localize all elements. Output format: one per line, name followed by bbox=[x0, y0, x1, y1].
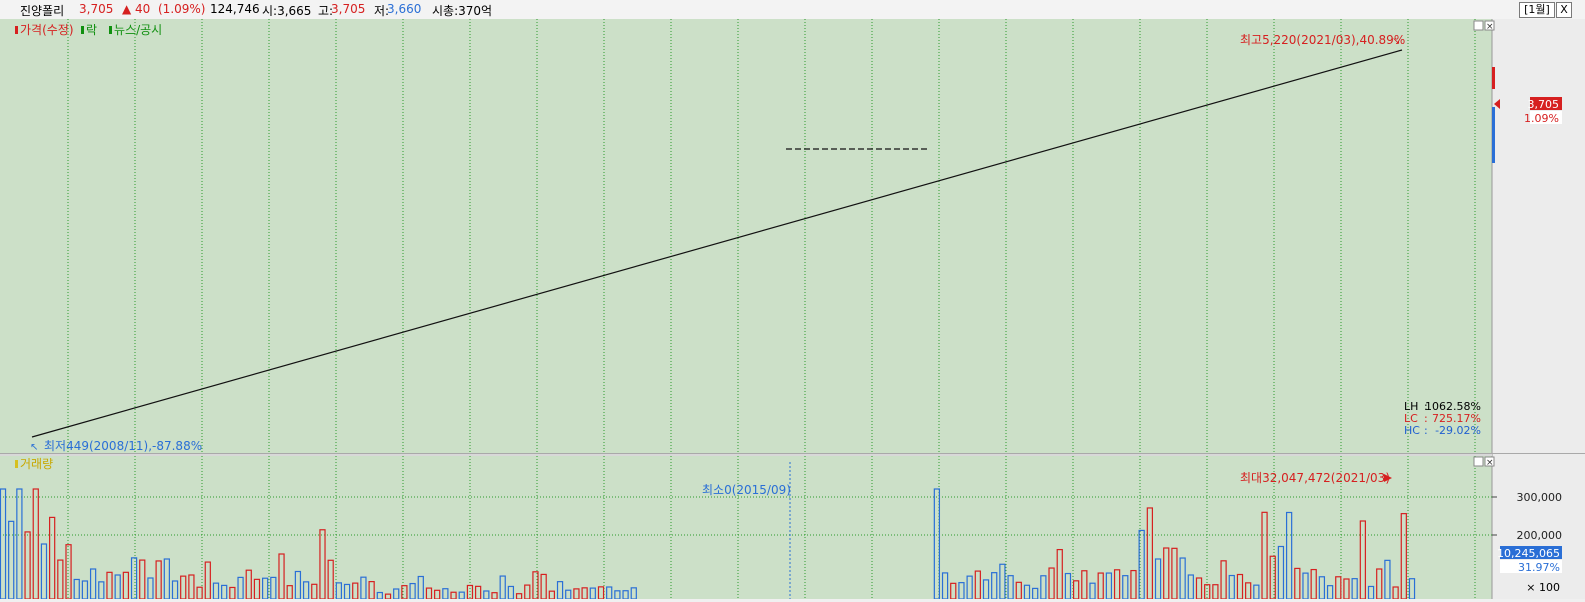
min-volume-annotation: 최소0(2015/09) bbox=[702, 483, 791, 497]
current-price: 3,705 bbox=[79, 2, 114, 16]
current-price-box bbox=[1530, 97, 1562, 110]
low-price-label: 저: bbox=[374, 4, 390, 18]
high-price-label: 고: bbox=[318, 4, 334, 18]
stat-lh-label: LH bbox=[1404, 400, 1418, 413]
min-price-annotation: 최저449(2008/11),-87.88% bbox=[44, 439, 202, 453]
volume-axis-label: 200,000 bbox=[1517, 529, 1563, 542]
stat-hc-value: -29.02% bbox=[1435, 424, 1481, 437]
stat-hc-colon: : bbox=[1424, 424, 1428, 437]
volume-legend[interactable]: 거래량 bbox=[20, 457, 53, 471]
current-price-pointer-icon bbox=[1494, 99, 1500, 109]
trade-volume: 124,746 bbox=[210, 2, 260, 16]
stat-lc-colon: : bbox=[1424, 412, 1428, 425]
high-range-bar bbox=[1492, 67, 1495, 89]
current-pct-box bbox=[1530, 111, 1562, 124]
stat-hc-label: HC bbox=[1404, 424, 1420, 437]
price-panel-bg bbox=[0, 19, 1492, 453]
current-volume-box bbox=[1500, 546, 1562, 559]
open-price: 시:3,665 bbox=[262, 4, 312, 18]
maximize-icon[interactable] bbox=[1473, 20, 1484, 31]
stat-lh-value: 1062.58% bbox=[1425, 400, 1481, 413]
max-arrow-icon: ↘ bbox=[1392, 36, 1400, 47]
legend-price[interactable]: 가격(수정) bbox=[20, 23, 74, 37]
stock-name: 진양폴리 bbox=[20, 4, 65, 18]
low-range-bar bbox=[1492, 107, 1495, 163]
legend-marker-lock bbox=[81, 26, 84, 34]
price-panel-controls: × bbox=[1473, 20, 1495, 32]
market-cap: 시총:370억 bbox=[432, 4, 493, 18]
candlestick-chart[interactable]: 가격(수정) 락 뉴스/공시 × × 최고5,220(2021/03),40.8… bbox=[0, 19, 1585, 600]
max-volume-annotation: 최대32,047,472(2021/03) bbox=[1240, 471, 1390, 485]
current-price-axis-label: 3,705 bbox=[1528, 98, 1560, 111]
volume-legend-marker bbox=[15, 460, 18, 468]
price-legend: 가격(수정) 락 뉴스/공시 bbox=[15, 23, 162, 37]
current-volume-pct-label: 31.97% bbox=[1518, 561, 1560, 574]
stat-lc-value: 725.17% bbox=[1432, 412, 1481, 425]
stat-lc-label: LC bbox=[1404, 412, 1418, 425]
period-button[interactable]: [1월] bbox=[1519, 2, 1555, 18]
current-volume-pct-box bbox=[1500, 560, 1562, 573]
trend-line-layer bbox=[31, 49, 1403, 438]
panel-divider bbox=[0, 453, 1492, 456]
max-price-annotation: 최고5,220(2021/03),40.89% bbox=[1240, 33, 1405, 47]
volume-axis-label: 300,000 bbox=[1517, 491, 1563, 504]
current-volume-axis-label: 10,245,065 bbox=[1497, 547, 1560, 560]
range-stats: LH : 1062.58% LC : 725.17% HC : -29.02% bbox=[1404, 400, 1481, 437]
volume-unit-label: × 100 bbox=[1526, 581, 1560, 594]
stat-lh-colon: : bbox=[1424, 400, 1428, 413]
trend-line[interactable] bbox=[31, 49, 1403, 438]
low-price: 3,660 bbox=[387, 2, 422, 16]
legend-lock[interactable]: 락 bbox=[86, 23, 97, 37]
volume-panel-controls: × bbox=[1473, 456, 1495, 468]
price-change-pct: (1.09%) bbox=[158, 2, 206, 16]
close-panel-glyph: × bbox=[1486, 22, 1494, 32]
close-panel-icon[interactable] bbox=[1484, 20, 1495, 31]
volume-maximize-icon[interactable] bbox=[1473, 456, 1484, 467]
legend-marker-news bbox=[109, 26, 112, 34]
close-button[interactable]: X bbox=[1556, 2, 1572, 18]
max-volume-arrow-icon bbox=[1384, 474, 1392, 482]
grid-layer bbox=[0, 19, 1492, 599]
volume-close-glyph: × bbox=[1486, 458, 1494, 468]
chart-area: 가격(수정) 락 뉴스/공시 × × 최고5,220(2021/03),40.8… bbox=[0, 19, 1585, 600]
high-price: 3,705 bbox=[331, 2, 366, 16]
volume-axis: 300,000 200,000 bbox=[1492, 491, 1562, 542]
title-bar: 진양폴리 3,705 ▲ 40 (1.09%) 124,746 시:3,665 … bbox=[0, 0, 1585, 20]
legend-marker-price bbox=[15, 26, 18, 34]
legend-news[interactable]: 뉴스/공시 bbox=[114, 23, 162, 37]
volume-close-icon[interactable] bbox=[1484, 456, 1495, 467]
current-pct-axis-label: 1.09% bbox=[1524, 112, 1559, 125]
price-change: ▲ 40 bbox=[122, 2, 151, 16]
volume-panel-bg bbox=[0, 456, 1492, 599]
min-arrow-icon: ↖ bbox=[30, 442, 38, 453]
